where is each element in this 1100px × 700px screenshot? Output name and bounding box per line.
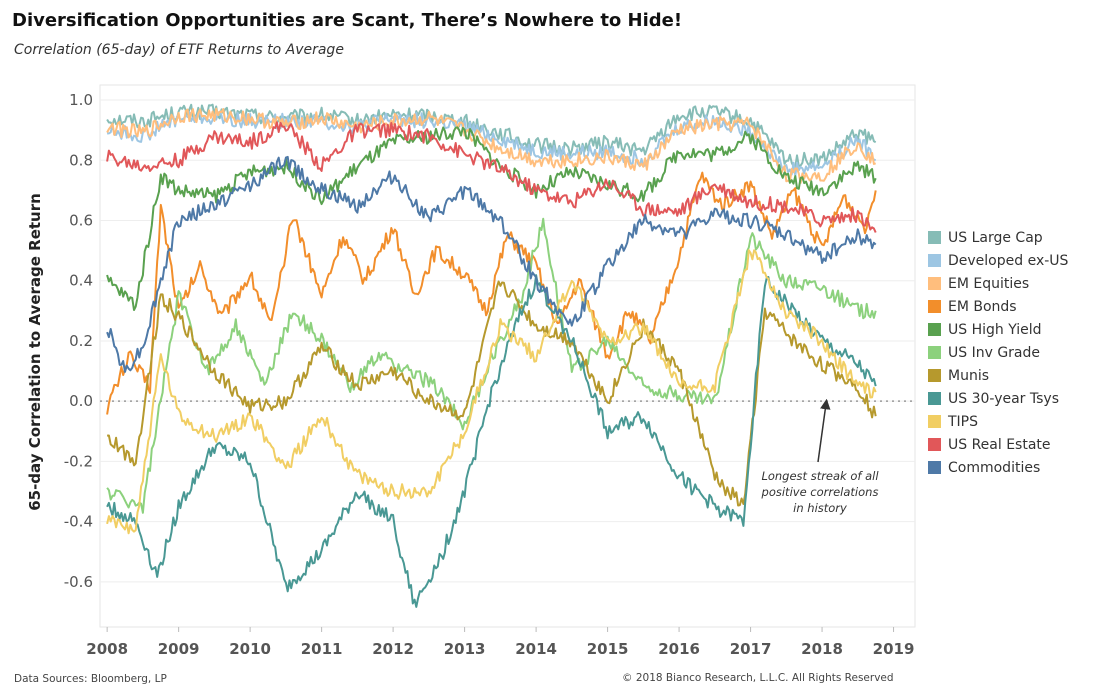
legend-label: EM Bonds — [948, 298, 1017, 315]
legend-item: US Large Cap — [928, 226, 1068, 249]
legend-swatch — [928, 369, 941, 382]
y-tick-label: -0.6 — [64, 573, 93, 591]
annotation-text-line: positive correlations — [761, 485, 879, 499]
annotation-layer: Longest streak of all positive correlatio… — [761, 398, 879, 515]
x-tick-label: 2011 — [301, 640, 343, 658]
legend-label: EM Equities — [948, 275, 1030, 292]
copyright-note: © 2018 Bianco Research, L.L.C. All Right… — [622, 672, 894, 684]
y-axis-label: 65-day Correlation to Average Return — [26, 193, 44, 511]
legend-item: Developed ex-US — [928, 249, 1068, 272]
y-tick-label: 0.4 — [69, 272, 93, 290]
x-tick-label: 2010 — [229, 640, 271, 658]
series-line-em-bonds — [106, 171, 877, 415]
y-tick-label: 0.0 — [69, 392, 93, 410]
x-tick-label: 2019 — [873, 640, 915, 658]
legend-item: TIPS — [928, 410, 1068, 433]
series-layer — [106, 103, 877, 608]
y-tick-label: -0.4 — [64, 513, 93, 531]
legend-item: Munis — [928, 364, 1068, 387]
legend-swatch — [928, 461, 941, 474]
legend-label: Developed ex-US — [948, 252, 1069, 269]
x-tick-label: 2014 — [515, 640, 557, 658]
legend: US Large Cap Developed ex-US EM Equities EM… — [928, 226, 1068, 479]
y-tick-label: 0.2 — [69, 332, 93, 350]
y-tick-label: 1.0 — [69, 91, 93, 109]
legend-swatch — [928, 438, 941, 451]
x-tick-label: 2008 — [86, 640, 128, 658]
legend-item: EM Equities — [928, 272, 1068, 295]
series-line-us-30-year-tsys — [106, 274, 877, 608]
x-tick-label: 2012 — [372, 640, 414, 658]
legend-swatch — [928, 277, 941, 290]
series-line-us-high-yield — [106, 126, 877, 311]
x-tick-label: 2016 — [658, 640, 700, 658]
legend-swatch — [928, 415, 941, 428]
series-line-tips — [106, 249, 877, 535]
series-line-em-equities — [106, 107, 877, 184]
annotation-text-line: Longest streak of all — [761, 469, 879, 483]
annotation-text-line: in history — [793, 501, 847, 515]
data-source-note: Data Sources: Bloomberg, LP — [14, 673, 167, 685]
x-tick-label: 2015 — [587, 640, 629, 658]
legend-item: US High Yield — [928, 318, 1068, 341]
legend-label: US High Yield — [948, 321, 1042, 338]
y-tick-label: 0.6 — [69, 212, 93, 230]
legend-swatch — [928, 392, 941, 405]
legend-item: EM Bonds — [928, 295, 1068, 318]
chart-title: Diversification Opportunities are Scant,… — [12, 10, 683, 31]
legend-label: US Real Estate — [948, 436, 1051, 453]
legend-swatch — [928, 346, 941, 359]
legend-swatch — [928, 231, 941, 244]
legend-swatch — [928, 300, 941, 313]
legend-label: TIPS — [948, 413, 979, 430]
legend-label: Commodities — [948, 459, 1041, 476]
plot-area — [99, 84, 916, 628]
legend-label: Munis — [948, 367, 990, 384]
legend-item: Commodities — [928, 456, 1068, 479]
legend-item: US Inv Grade — [928, 341, 1068, 364]
x-tick-label: 2017 — [730, 640, 772, 658]
x-tick-label: 2009 — [158, 640, 200, 658]
legend-item: US 30-year Tsys — [928, 387, 1068, 410]
series-line-developed-ex-us — [107, 110, 877, 177]
grid-layer — [99, 84, 916, 628]
legend-swatch — [928, 323, 941, 336]
chart-subtitle: Correlation (65-day) of ETF Returns to A… — [14, 42, 344, 58]
legend-label: US 30-year Tsys — [948, 390, 1059, 407]
legend-label: US Inv Grade — [948, 344, 1041, 361]
legend-swatch — [928, 254, 941, 267]
x-tick-labels: 2008 2009 2010 2011 2012 2013 2014 2015 2016 2017… — [86, 627, 914, 658]
legend-item: US Real Estate — [928, 433, 1068, 456]
x-tick-label: 2018 — [801, 640, 843, 658]
y-tick-labels: 1.0 0.8 0.6 0.4 0.2 0.0 -0.2 -0.4 -0.6 — [64, 91, 93, 591]
y-tick-label: 0.8 — [69, 151, 93, 169]
y-tick-label: -0.2 — [64, 452, 93, 470]
series-line-commodities — [106, 155, 877, 373]
x-tick-label: 2013 — [444, 640, 486, 658]
series-line-us-large-cap — [106, 103, 877, 168]
annotation-arrow — [817, 398, 831, 463]
legend-label: US Large Cap — [948, 229, 1043, 246]
series-line-us-real-estate — [106, 121, 877, 233]
